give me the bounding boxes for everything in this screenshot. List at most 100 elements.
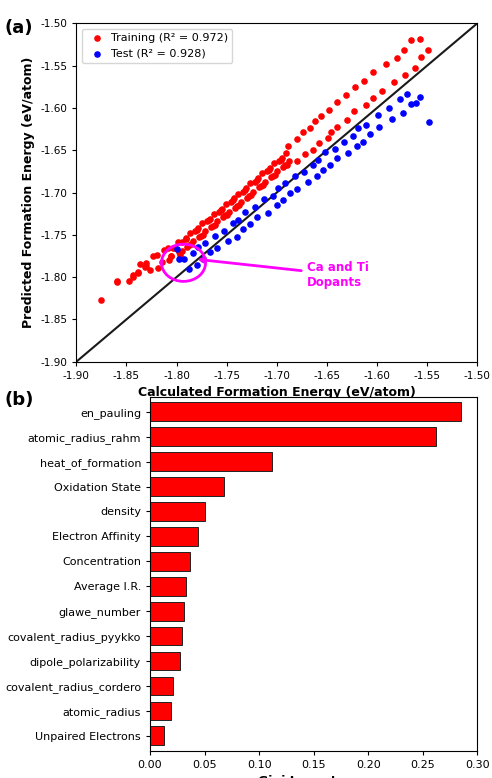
Legend: Training (R² = 0.972), Test (R² = 0.928): Training (R² = 0.972), Test (R² = 0.928)	[82, 29, 232, 63]
Test (R² = 0.928)	[313, 170, 321, 183]
Training (R² = 0.972)	[257, 180, 265, 192]
Test (R² = 0.928)	[281, 177, 289, 190]
Bar	[150, 602, 184, 621]
Training (R² = 0.972)	[237, 195, 245, 208]
Training (R² = 0.972)	[195, 230, 203, 243]
Training (R² = 0.972)	[327, 126, 335, 138]
Training (R² = 0.972)	[143, 260, 151, 272]
Test (R² = 0.928)	[359, 135, 367, 148]
Bar	[150, 477, 224, 496]
Training (R² = 0.972)	[324, 131, 332, 144]
Training (R² = 0.972)	[362, 98, 370, 110]
Training (R² = 0.972)	[168, 250, 176, 262]
Test (R² = 0.928)	[407, 97, 415, 110]
Test (R² = 0.928)	[279, 194, 287, 206]
Test (R² = 0.928)	[375, 121, 383, 134]
Training (R² = 0.972)	[249, 185, 257, 198]
Test (R² = 0.928)	[304, 175, 312, 187]
Training (R² = 0.972)	[263, 165, 271, 177]
Test (R² = 0.928)	[188, 247, 196, 260]
Text: (a): (a)	[5, 19, 33, 37]
Training (R² = 0.972)	[258, 166, 266, 179]
Training (R² = 0.972)	[125, 275, 133, 288]
Training (R² = 0.972)	[416, 33, 424, 45]
Training (R² = 0.972)	[182, 232, 189, 244]
Y-axis label: Predicted Formation Energy (eV/atom): Predicted Formation Energy (eV/atom)	[22, 57, 34, 328]
Bar	[150, 452, 272, 471]
Test (R² = 0.928)	[241, 206, 248, 219]
Training (R² = 0.972)	[241, 184, 248, 196]
Training (R² = 0.972)	[350, 105, 358, 117]
Training (R² = 0.972)	[325, 103, 333, 116]
Training (R² = 0.972)	[213, 215, 220, 227]
Test (R² = 0.928)	[362, 119, 370, 131]
Training (R² = 0.972)	[154, 261, 162, 274]
Training (R² = 0.972)	[254, 172, 262, 184]
Training (R² = 0.972)	[271, 169, 278, 181]
Test (R² = 0.928)	[353, 140, 361, 152]
Test (R² = 0.928)	[388, 113, 396, 125]
Training (R² = 0.972)	[245, 190, 252, 202]
Test (R² = 0.928)	[333, 152, 341, 164]
Training (R² = 0.972)	[190, 226, 198, 238]
Test (R² = 0.928)	[274, 182, 282, 194]
Training (R² = 0.972)	[183, 240, 190, 253]
Test (R² = 0.928)	[321, 145, 329, 158]
Training (R² = 0.972)	[269, 170, 277, 182]
Training (R² = 0.972)	[293, 155, 301, 167]
Test (R² = 0.928)	[253, 211, 261, 223]
Training (R² = 0.972)	[390, 75, 398, 88]
Training (R² = 0.972)	[309, 144, 317, 156]
Test (R² = 0.928)	[224, 234, 232, 247]
Training (R² = 0.972)	[266, 162, 274, 174]
Test (R² = 0.928)	[246, 218, 253, 230]
Training (R² = 0.972)	[270, 156, 277, 169]
Text: (b): (b)	[5, 391, 34, 408]
Training (R² = 0.972)	[231, 202, 239, 214]
Training (R² = 0.972)	[114, 275, 122, 287]
Training (R² = 0.972)	[417, 51, 425, 63]
Training (R² = 0.972)	[129, 269, 137, 282]
Training (R² = 0.972)	[158, 256, 166, 268]
Training (R² = 0.972)	[282, 146, 290, 159]
Training (R² = 0.972)	[407, 34, 415, 47]
Training (R² = 0.972)	[164, 242, 172, 254]
Test (R² = 0.928)	[374, 108, 382, 121]
Test (R² = 0.928)	[173, 243, 181, 255]
Training (R² = 0.972)	[393, 52, 401, 65]
Training (R² = 0.972)	[230, 192, 238, 205]
Bar	[150, 502, 205, 520]
Training (R² = 0.972)	[378, 85, 386, 97]
Bar	[150, 552, 190, 570]
Training (R² = 0.972)	[170, 241, 178, 254]
Training (R² = 0.972)	[160, 244, 168, 256]
Training (R² = 0.972)	[114, 276, 122, 289]
Training (R² = 0.972)	[97, 294, 105, 307]
X-axis label: Calculated Formation Energy (eV/atom): Calculated Formation Energy (eV/atom)	[138, 387, 416, 399]
Bar	[150, 627, 182, 646]
Training (R² = 0.972)	[242, 182, 249, 194]
Training (R² = 0.972)	[243, 191, 250, 204]
Training (R² = 0.972)	[273, 165, 281, 177]
Training (R² = 0.972)	[246, 177, 253, 190]
Training (R² = 0.972)	[194, 222, 202, 234]
Training (R² = 0.972)	[154, 249, 161, 261]
Test (R² = 0.928)	[264, 207, 272, 219]
Training (R² = 0.972)	[171, 241, 179, 254]
Training (R² = 0.972)	[360, 75, 368, 87]
Training (R² = 0.972)	[333, 121, 341, 133]
Training (R² = 0.972)	[424, 44, 432, 57]
Training (R² = 0.972)	[293, 133, 301, 145]
Training (R² = 0.972)	[351, 81, 359, 93]
Training (R² = 0.972)	[259, 179, 267, 191]
Test (R² = 0.928)	[396, 93, 404, 105]
Training (R² = 0.972)	[281, 159, 289, 172]
Test (R² = 0.928)	[412, 96, 420, 109]
Test (R² = 0.928)	[309, 159, 317, 171]
Training (R² = 0.972)	[311, 115, 319, 128]
Test (R² = 0.928)	[175, 252, 183, 265]
Test (R² = 0.928)	[206, 246, 214, 258]
Test (R² = 0.928)	[233, 230, 241, 243]
Training (R² = 0.972)	[285, 155, 293, 167]
Training (R² = 0.972)	[186, 238, 194, 251]
